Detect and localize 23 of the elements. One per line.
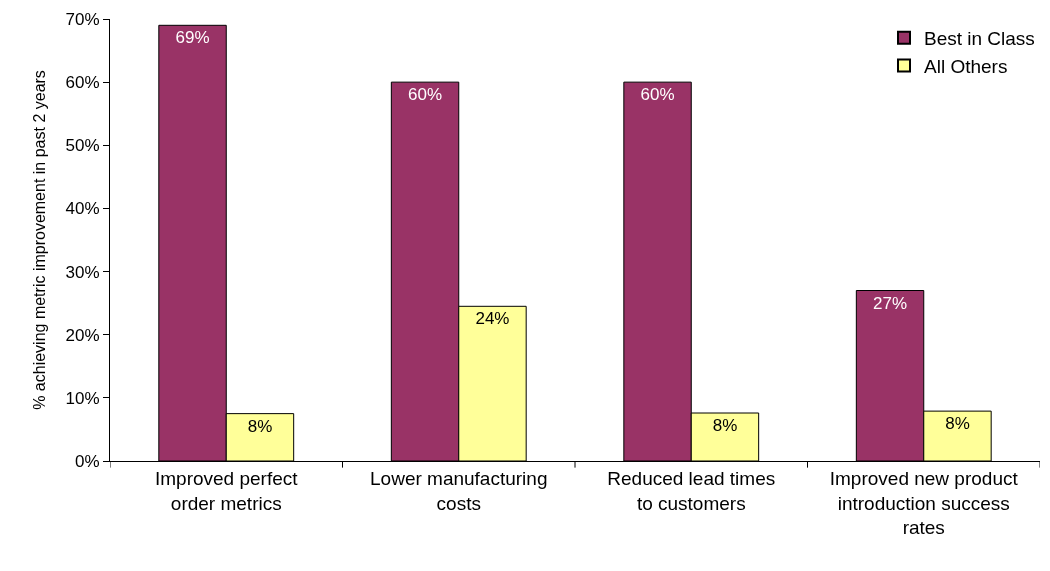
y-tick-label: 0% xyxy=(75,451,100,471)
y-tick-label: 50% xyxy=(65,136,100,156)
data-label: 8% xyxy=(945,414,970,434)
y-tick-label: 40% xyxy=(65,199,100,219)
data-label: 60% xyxy=(408,85,443,105)
y-axis-title: % achieving metric improvement in past 2 years xyxy=(31,70,49,410)
y-tick-label: 60% xyxy=(65,73,100,93)
data-label: 60% xyxy=(640,85,675,105)
data-label: 8% xyxy=(247,416,273,436)
data-label: 27% xyxy=(873,293,908,313)
y-tick-label: 20% xyxy=(65,325,100,345)
legend-label: Best in Class xyxy=(924,28,1035,50)
x-tick-label: Reduced lead times to customers xyxy=(607,467,776,514)
data-label: 69% xyxy=(175,28,210,48)
x-tick-label: Lower manufacturing costs xyxy=(370,467,548,514)
data-label: 24% xyxy=(475,309,510,329)
data-label: 8% xyxy=(712,416,738,436)
y-tick-label: 70% xyxy=(65,9,100,29)
x-tick-label: Improved perfect order metrics xyxy=(154,467,299,514)
y-tick-label: 10% xyxy=(65,388,100,408)
x-tick-label: Improved new product introduction success rates xyxy=(829,467,1019,539)
legend-label: All Others xyxy=(924,55,1008,77)
y-tick-label: 30% xyxy=(65,262,100,282)
